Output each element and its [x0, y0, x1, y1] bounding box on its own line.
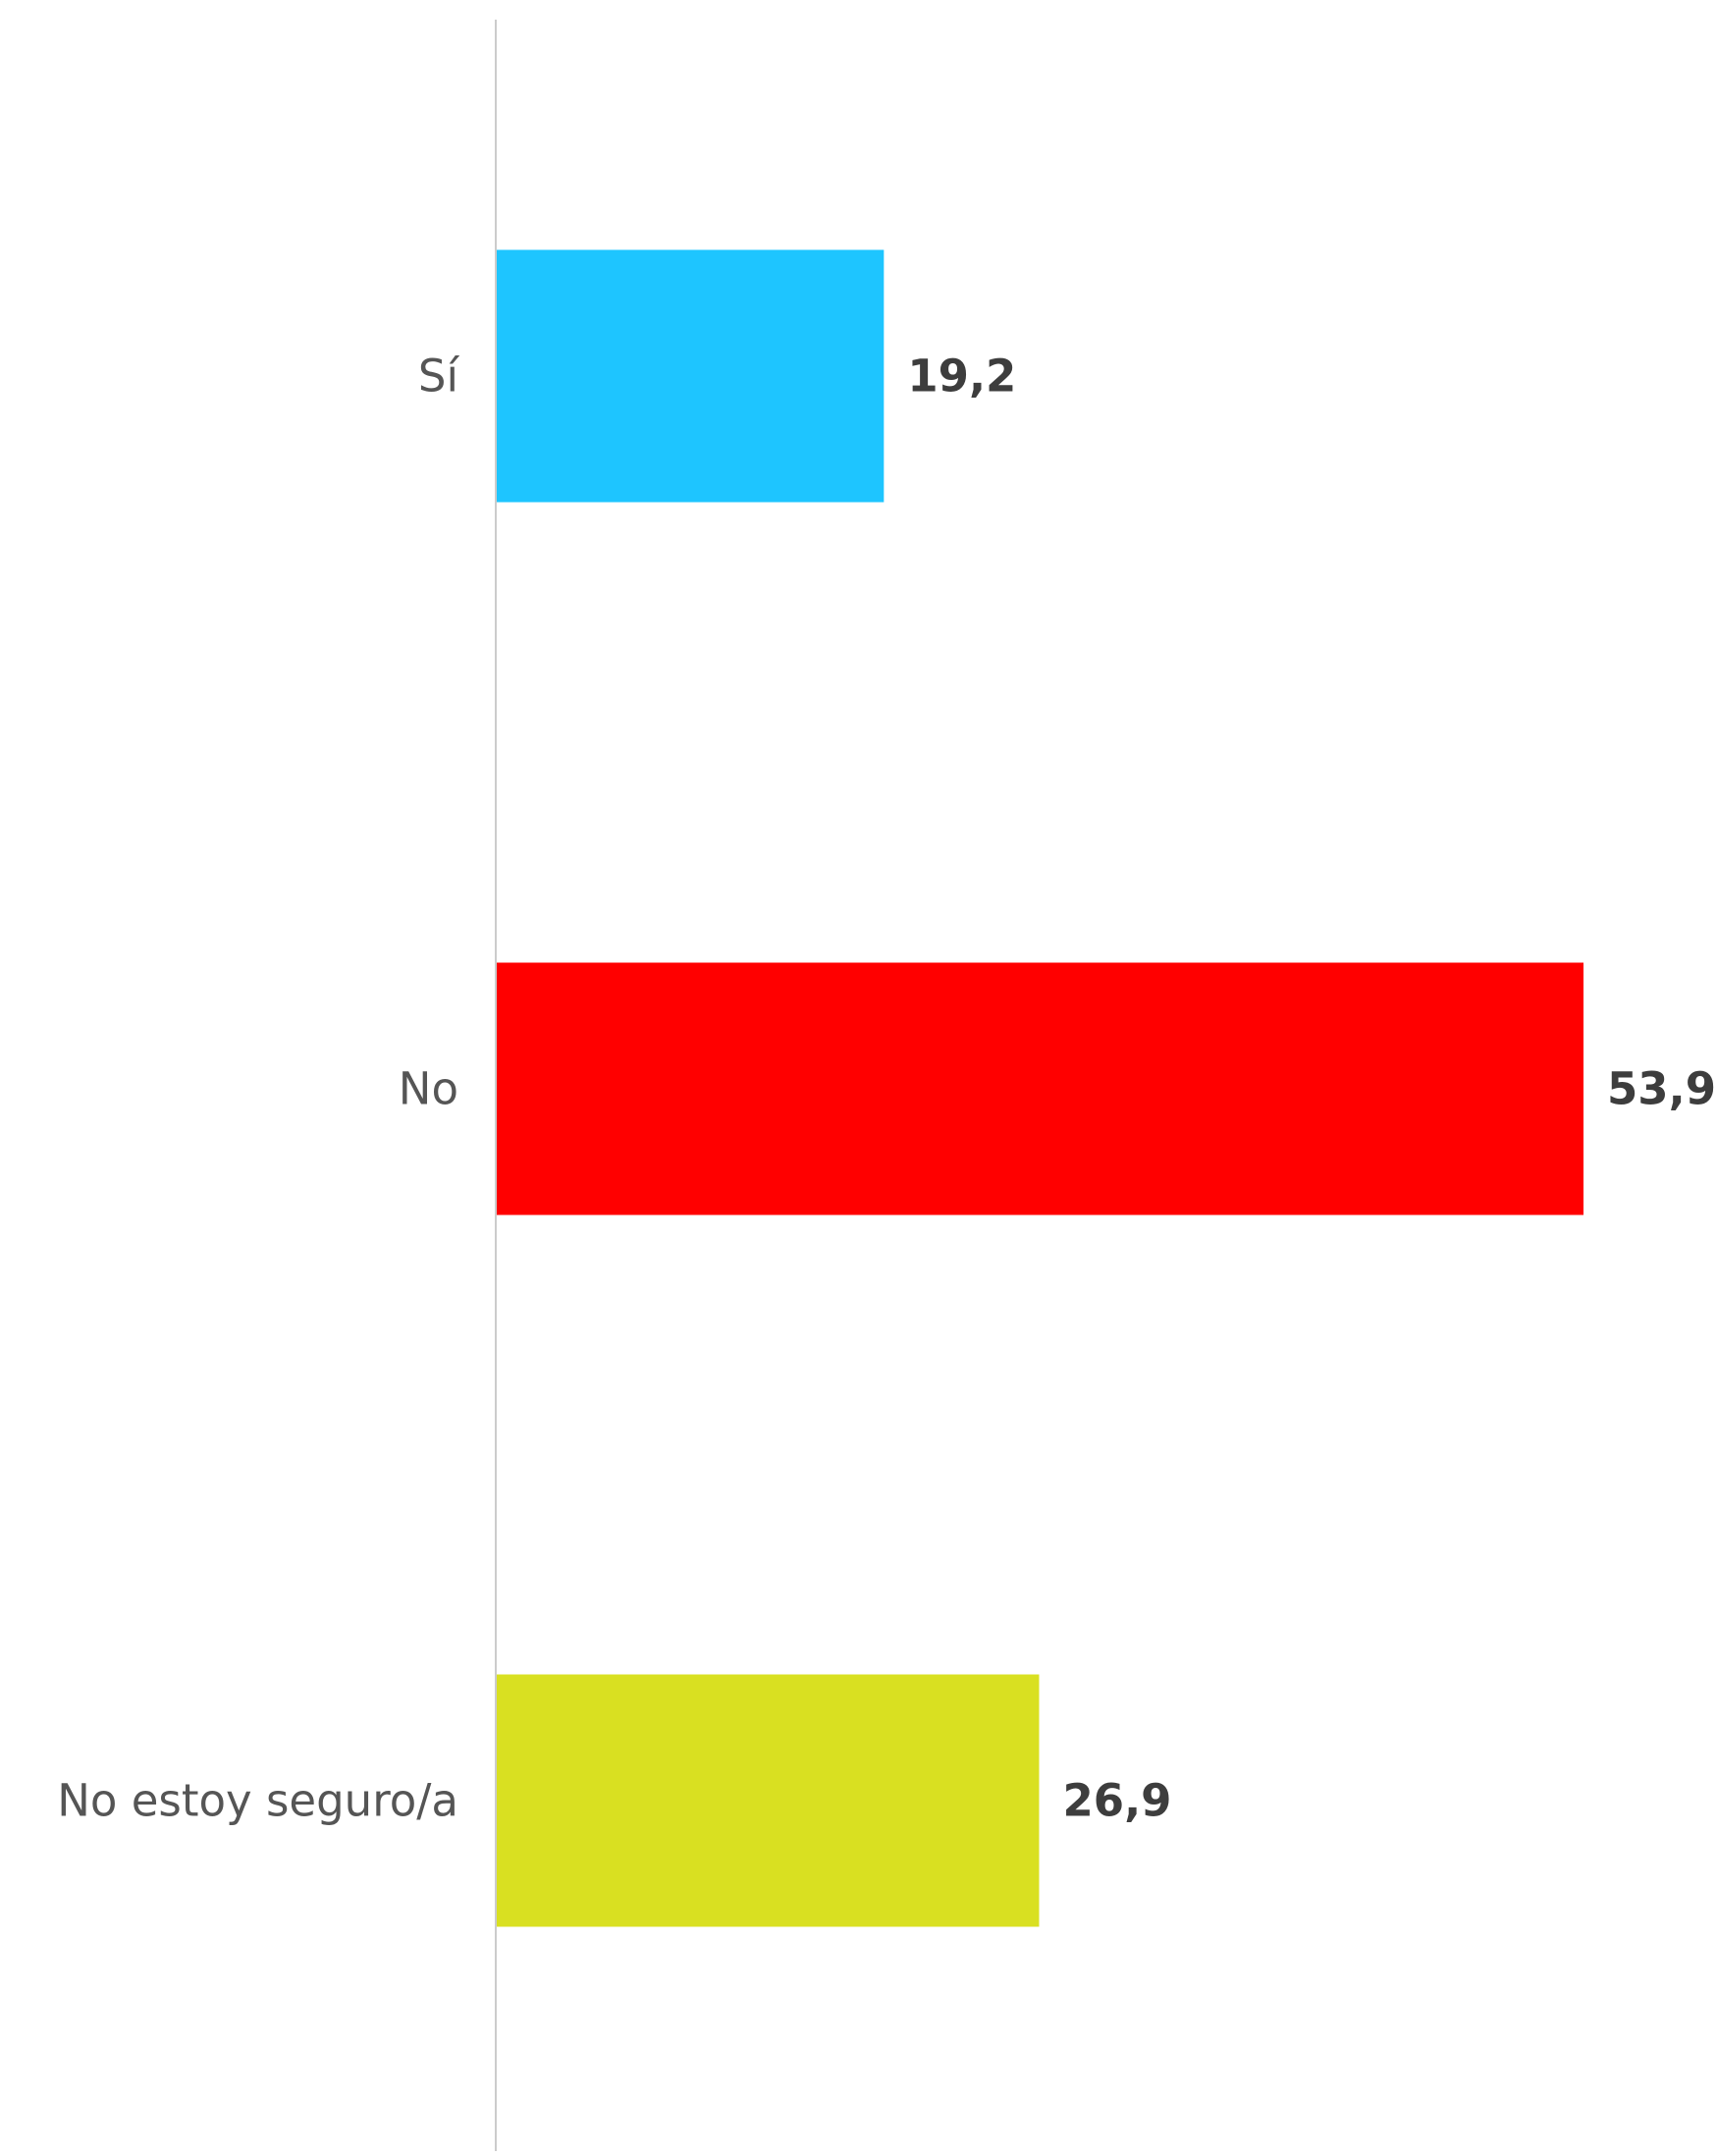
bar-2: [497, 962, 1583, 1215]
category-label-3: No estoy seguro/a: [57, 1775, 458, 1827]
bars-group: [497, 249, 1583, 1927]
bar-3: [497, 1674, 1040, 1927]
category-label-1: Sí: [418, 350, 460, 403]
value-label-1: 19,2: [907, 350, 1016, 403]
labels-group: Sí 19,2 No 53,9 No estoy seguro/a 26,9: [57, 350, 1716, 1827]
value-label-3: 26,9: [1062, 1775, 1171, 1827]
category-label-2: No: [399, 1063, 458, 1115]
bar-1: [497, 249, 885, 503]
value-label-2: 53,9: [1607, 1063, 1716, 1115]
